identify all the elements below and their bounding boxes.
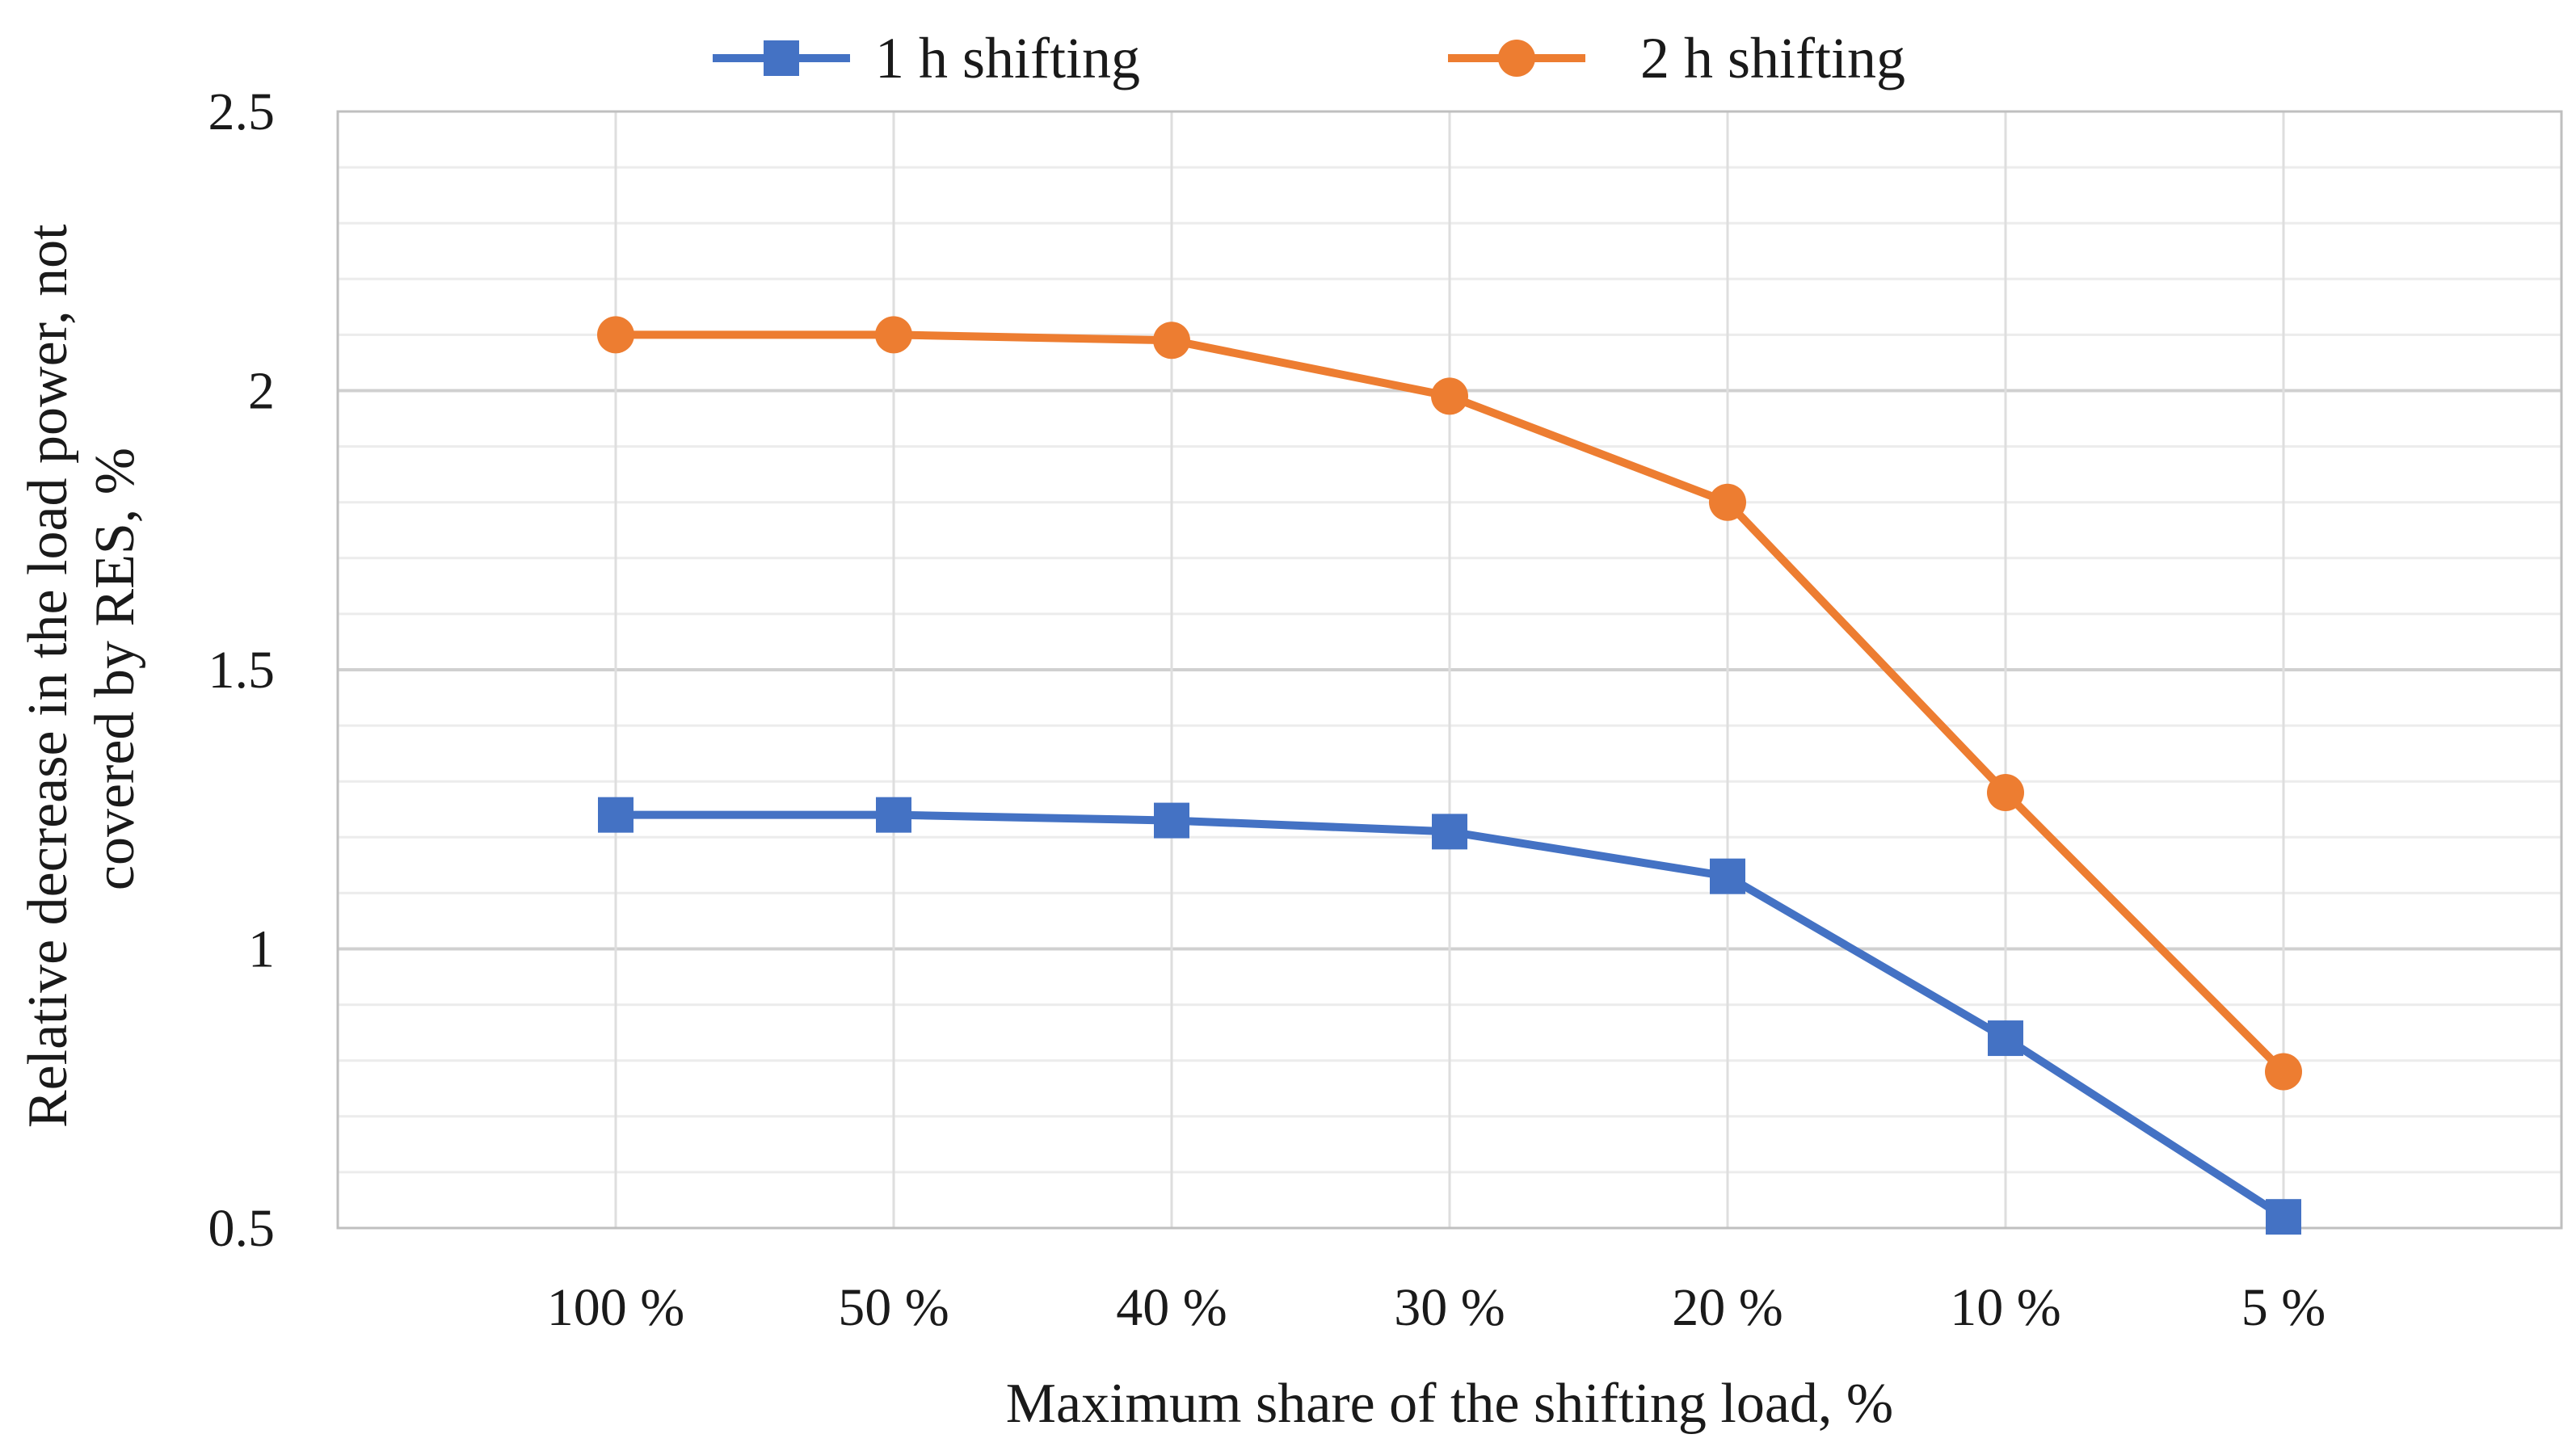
series-1h-point [876, 797, 911, 833]
y-tick-label: 0.5 [208, 1199, 276, 1258]
series-1h-point [2266, 1199, 2301, 1235]
legend-2h-marker [1498, 40, 1535, 77]
legend-1h-marker [764, 40, 799, 76]
y-axis-title-line-2: covered by RES, % [84, 448, 146, 890]
y-axis-ticks: 0.5 1 1.5 2 2.5 [208, 82, 276, 1258]
x-axis-ticks: 100 % 50 % 40 % 30 % 20 % 10 % 5 % [547, 1278, 2326, 1337]
series-2h-point [1987, 774, 2024, 812]
series-1h-point [1432, 814, 1467, 850]
x-axis-title: Maximum share of the shifting load, % [1006, 1373, 1893, 1435]
x-tick-label: 10 % [1950, 1278, 2060, 1337]
series-group [597, 316, 2302, 1235]
y-tick-label: 1 [248, 920, 275, 979]
plot-area-frame [336, 110, 2563, 1230]
x-tick-label: 20 % [1672, 1278, 1783, 1337]
y-axis-title-line-1: Relative decrease in the load power, not [17, 224, 79, 1128]
series-1h-point [1710, 858, 1745, 894]
x-tick-label: 100 % [547, 1278, 684, 1337]
legend: 1 h shifting 2 h shifting [713, 26, 1905, 90]
y-axis-title: Relative decrease in the load power, not… [17, 210, 146, 1128]
series-2h-point [597, 316, 634, 354]
x-tick-label: 40 % [1116, 1278, 1227, 1337]
grid [338, 111, 2561, 1228]
series-2h-point [2265, 1053, 2302, 1091]
x-tick-label: 30 % [1394, 1278, 1505, 1337]
y-tick-label: 1.5 [208, 641, 276, 700]
series-2h-point [1431, 377, 1468, 415]
series-1h-point [1154, 802, 1189, 839]
legend-2h-label: 2 h shifting [1640, 26, 1905, 90]
series-1h-point [1988, 1020, 2023, 1057]
series-2h-point [1153, 322, 1190, 360]
series-1h-point [598, 797, 633, 833]
x-tick-label: 5 % [2241, 1278, 2326, 1337]
series-2h-point [1709, 483, 1746, 521]
series-2h-point [875, 316, 912, 354]
y-tick-label: 2 [248, 362, 275, 421]
legend-1h-label: 1 h shifting [875, 26, 1140, 90]
x-tick-label: 50 % [838, 1278, 949, 1337]
y-tick-label: 2.5 [208, 82, 276, 141]
